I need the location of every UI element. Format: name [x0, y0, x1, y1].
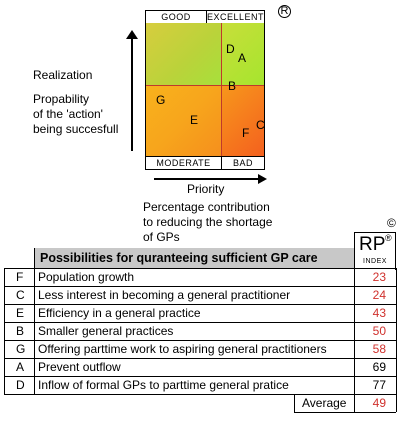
row-text: Smaller general practices — [38, 324, 174, 338]
matrix-bottom-band: MODERATE BAD — [146, 156, 264, 169]
matrix-point-f: F — [242, 126, 250, 140]
label-bad: BAD — [232, 158, 253, 168]
row-letter: A — [16, 360, 25, 374]
table-rule — [4, 376, 396, 377]
rp-index-small: INDEX — [363, 258, 387, 265]
registered-mark: R — [278, 5, 291, 18]
table-vrule — [34, 248, 35, 394]
table-vrule — [396, 268, 397, 412]
x-axis-arrowhead-icon — [258, 174, 267, 184]
y-axis-arrowhead-icon — [126, 30, 138, 39]
average-label: Average — [302, 396, 347, 410]
table-rule — [4, 340, 396, 341]
row-index: 43 — [372, 306, 386, 320]
row-index: 23 — [372, 270, 386, 284]
row-letter: D — [16, 378, 25, 392]
table-vrule — [294, 394, 295, 412]
table-rule — [4, 304, 396, 305]
label-moderate: MODERATE — [146, 157, 222, 169]
table-rule — [4, 394, 396, 395]
matrix-point-d: D — [226, 42, 235, 56]
table-vrule — [4, 268, 5, 394]
row-text: Population growth — [38, 270, 135, 284]
quadrant-bad — [221, 85, 264, 157]
row-text: Less interest in becoming a general prac… — [38, 288, 291, 302]
matrix-vertical-divider — [221, 23, 222, 157]
row-index: 50 — [372, 324, 386, 338]
quadrant-excellent — [221, 23, 264, 85]
x-axis-subtitle-line: of GPs — [143, 230, 180, 244]
label-excellent: EXCELLENT — [206, 12, 264, 22]
priority-matrix: GOOD EXCELLENT D A B G E C F MODERATE BA… — [145, 10, 265, 170]
row-letter: B — [16, 324, 25, 338]
y-axis-title: Realization — [33, 68, 93, 82]
matrix-horizontal-divider — [146, 85, 264, 86]
row-letter: G — [16, 342, 26, 356]
table-header-bg — [34, 248, 354, 268]
matrix-point-c: C — [256, 118, 265, 132]
y-axis-subtitle-line: of the 'action' — [33, 107, 103, 121]
row-text: Efficiency in a general practice — [38, 306, 201, 320]
matrix-point-g: G — [156, 93, 166, 107]
row-index: 58 — [372, 342, 386, 356]
table-rule — [4, 322, 396, 323]
table-vrule — [354, 248, 355, 412]
row-letter: E — [16, 306, 25, 320]
copyright-mark: © — [387, 216, 396, 230]
x-axis-title: Priority — [187, 182, 225, 196]
table-rule — [294, 412, 396, 413]
rp-index-header: RP ® INDEX — [354, 232, 396, 270]
row-text: Offering parttime work to aspiring gener… — [38, 342, 327, 356]
row-letter: C — [16, 288, 25, 302]
row-index: 69 — [372, 360, 386, 374]
quadrant-moderate — [146, 85, 221, 157]
row-text: Inflow of formal GPs to parttime general… — [38, 378, 289, 392]
label-good: GOOD — [146, 11, 207, 23]
row-letter: F — [16, 270, 24, 284]
x-axis-subtitle-line: to reducing the shortage — [143, 215, 273, 229]
y-axis-arrow-line — [131, 34, 133, 151]
y-axis-subtitle: Propability of the 'action' being succes… — [33, 92, 118, 137]
y-axis-subtitle-line: Propability — [33, 92, 90, 106]
table-rule — [4, 286, 396, 287]
matrix-point-a: A — [238, 51, 247, 65]
table-rule — [4, 268, 396, 269]
x-axis-subtitle-line: Percentage contribution — [143, 200, 270, 214]
table-rule — [4, 358, 396, 359]
rp-index-big: RP — [359, 234, 386, 255]
y-axis-subtitle-line: being succesfull — [33, 122, 119, 136]
x-axis-subtitle: Percentage contribution to reducing the … — [143, 200, 272, 245]
table-header: Possibilities for quranteeing sufficient… — [40, 251, 318, 265]
row-index: 24 — [372, 288, 386, 302]
quadrant-good — [146, 23, 221, 85]
matrix-point-b: B — [228, 79, 237, 93]
rp-index-mark: ® — [385, 233, 392, 243]
row-index: 77 — [372, 378, 386, 392]
average-value: 49 — [372, 396, 386, 410]
matrix-grid: D A B G E C F — [146, 23, 265, 157]
matrix-point-e: E — [190, 113, 199, 127]
row-text: Prevent outflow — [38, 360, 121, 374]
x-axis-arrow-line — [154, 178, 259, 180]
